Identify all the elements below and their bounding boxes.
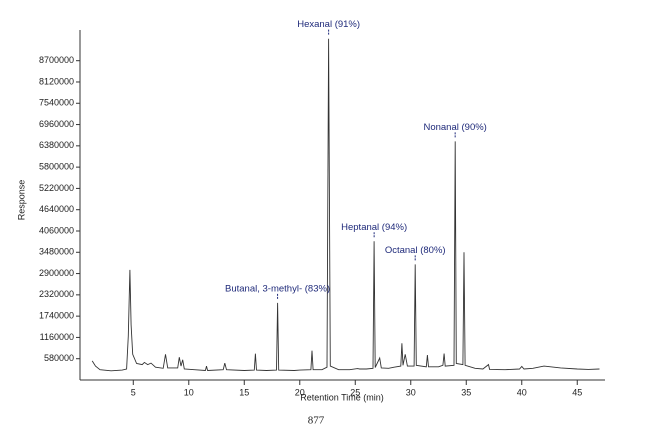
y-tick-label: 580000 <box>44 353 74 363</box>
annotation-label: Octanal (80%) <box>385 245 446 256</box>
y-tick-label: 6960000 <box>39 119 74 129</box>
y-tick-label: 4060000 <box>39 225 74 235</box>
y-tick-label: 2900000 <box>39 268 74 278</box>
y-tick-label: 5800000 <box>39 162 74 172</box>
x-axis-label: Retention Time (min) <box>300 392 384 402</box>
x-tick-label: 5 <box>131 387 136 397</box>
x-tick-label: 20 <box>295 387 305 397</box>
y-tick-label: 7540000 <box>39 98 74 108</box>
y-tick-label: 5220000 <box>39 183 74 193</box>
x-tick-label: 45 <box>572 387 582 397</box>
y-tick-label: 2320000 <box>39 289 74 299</box>
x-tick-label: 10 <box>184 387 194 397</box>
y-axis-label: Response <box>16 180 26 221</box>
x-tick-label: 40 <box>517 387 527 397</box>
x-tick-label: 30 <box>406 387 416 397</box>
page-number: 877 <box>308 415 325 427</box>
y-tick-label: 8700000 <box>39 55 74 65</box>
y-tick-label: 1740000 <box>39 311 74 321</box>
annotation-label: Heptanal (94%) <box>341 222 407 233</box>
annotation-label: Nonanal (90%) <box>423 122 486 133</box>
x-tick-label: 35 <box>461 387 471 397</box>
trace <box>91 38 600 372</box>
annotation-label: Butanal, 3-methyl- (83%) <box>225 283 330 294</box>
x-tick-label: 15 <box>239 387 249 397</box>
x-tick-label: 25 <box>350 387 360 397</box>
y-tick-label: 8120000 <box>39 76 74 86</box>
y-tick-label: 6380000 <box>39 140 74 150</box>
y-tick-label: 1160000 <box>40 332 74 342</box>
y-tick-label: 4640000 <box>39 204 74 214</box>
annotation-label: Hexanal (91%) <box>297 19 360 30</box>
y-tick-label: 3480000 <box>39 247 74 257</box>
